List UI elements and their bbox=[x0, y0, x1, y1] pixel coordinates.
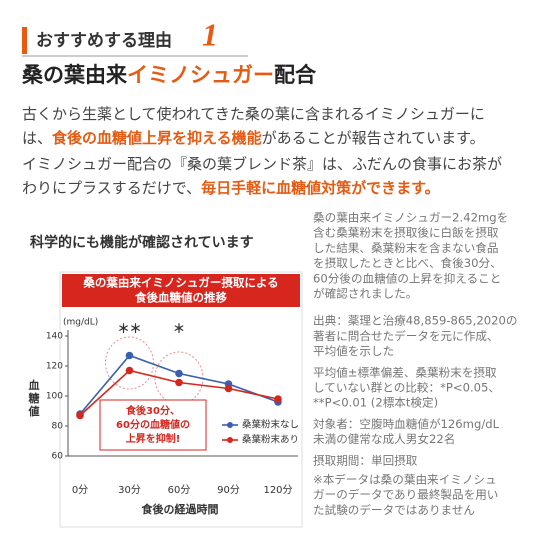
heading-part: イミノシュガー bbox=[127, 63, 274, 87]
x-tick-label: 120分 bbox=[263, 484, 292, 496]
body-text: 古くから生薬として使われてきた桑の葉に含まれるイミノシュガーに bbox=[22, 105, 485, 123]
note-line: ガーのデータであり最終製品を用い bbox=[313, 488, 498, 502]
note-line: 摂取期間：単回摂取 bbox=[313, 453, 418, 467]
callout-box bbox=[99, 399, 207, 451]
chart-title: 食後血糖値の推移 bbox=[135, 291, 227, 305]
y-tick-label: 80 bbox=[52, 422, 64, 432]
chart-title-bg bbox=[62, 274, 300, 307]
subheading: 科学的にも機能が確認されています bbox=[30, 234, 254, 251]
y-tick-label: 120 bbox=[46, 362, 63, 372]
body-text: イミノシュガー配合の『桑の葉ブレンド茶』は、ふだんの食事にお茶が bbox=[22, 155, 502, 173]
note-line: した結果、桑葉粉末を含まない食品 bbox=[313, 241, 499, 255]
data-point bbox=[175, 378, 183, 387]
y-axis-label: 糖 bbox=[29, 391, 40, 405]
body-text: は、 bbox=[22, 129, 52, 147]
highlight-circle bbox=[105, 336, 154, 390]
note-line: ※本データは桑の葉由来イミノシュ bbox=[313, 473, 497, 487]
header-bar bbox=[22, 27, 27, 54]
legend-marker bbox=[227, 422, 233, 428]
note-line: 未満の健常な成人男女22名 bbox=[313, 432, 455, 446]
note-line: 平均値±標準偏差、桑葉粉末を摂取 bbox=[313, 365, 497, 379]
note-line: 含む桑葉粉末を摂取後に白飯を摂取 bbox=[313, 226, 499, 240]
callout-text: 60分の血糖値の bbox=[116, 418, 190, 431]
x-tick-label: 30分 bbox=[118, 484, 141, 496]
significance-mark: ＊ bbox=[173, 322, 185, 336]
data-point bbox=[274, 395, 282, 403]
chart-frame bbox=[59, 271, 303, 528]
callout-text: 上昇を抑制! bbox=[126, 432, 181, 445]
body-text: があることが報告されています。 bbox=[262, 129, 485, 147]
paragraph-line: わりにプラスするだけで、毎日手軽に血糖値対策ができます。 bbox=[22, 179, 440, 197]
chart-title: 桑の葉由来イミノシュガー摂取による bbox=[82, 276, 278, 290]
significance-mark: ＊＊ bbox=[117, 322, 141, 336]
heading-part: 配合 bbox=[274, 63, 317, 87]
y-axis-label: 値 bbox=[28, 404, 40, 418]
note-line: を摂取したときと比べ、食後30分、 bbox=[313, 256, 502, 270]
note-line: していない群との比較：*P<0.05、 bbox=[313, 381, 500, 395]
y-tick-label: 140 bbox=[46, 332, 63, 342]
heading-part: 桑の葉由来 bbox=[22, 63, 128, 87]
highlight-text: 食後の血糖値上昇を抑える機能 bbox=[52, 129, 262, 147]
legend-label: 桑葉粉末あり bbox=[242, 434, 299, 446]
legend-marker bbox=[227, 437, 233, 443]
paragraph-line: 古くから生薬として使われてきた桑の葉に含まれるイミノシュガーに bbox=[22, 105, 485, 123]
note-line: 60分後の血糖値の上昇を抑えること bbox=[313, 271, 501, 285]
note-line: 出典：薬理と治療48,859-865,2020の bbox=[313, 314, 517, 328]
paragraph-line: イミノシュガー配合の『桑の葉ブレンド茶』は、ふだんの食事にお茶が bbox=[22, 155, 502, 173]
note-line: 桑の葉由来イミノシュガー2.42mgを bbox=[313, 211, 508, 225]
data-point bbox=[224, 384, 233, 393]
x-axis-label: 食後の経過時間 bbox=[142, 502, 219, 516]
y-tick-label: 60 bbox=[52, 452, 64, 462]
data-point bbox=[76, 411, 84, 420]
paragraph-line: は、食後の血糖値上昇を抑える機能があることが報告されています。 bbox=[22, 129, 485, 147]
callout-text: 食後30分、 bbox=[125, 404, 180, 417]
note-line: た試験のデータではありません bbox=[313, 503, 475, 517]
y-tick-label: 100 bbox=[46, 392, 63, 402]
x-tick-label: 60分 bbox=[168, 484, 191, 496]
y-unit: (mg/dL) bbox=[63, 318, 98, 328]
x-tick-label: 0分 bbox=[72, 484, 88, 496]
data-point bbox=[125, 351, 134, 360]
body-text: わりにプラスするだけで、 bbox=[22, 179, 201, 197]
note-line: 対象者：空腹時血糖値が126mg/dL bbox=[313, 417, 500, 431]
note-line: 平均値を示した bbox=[313, 344, 394, 358]
note-line: が確認されました。 bbox=[313, 287, 417, 301]
header-number: 1 bbox=[202, 16, 218, 52]
data-point bbox=[175, 369, 183, 378]
y-axis-label: 血 bbox=[29, 378, 40, 392]
x-tick-label: 90分 bbox=[217, 484, 240, 496]
header-title: おすすめする理由 bbox=[36, 30, 172, 51]
legend-label: 桑葉粉末なし bbox=[242, 419, 299, 431]
heading: 桑の葉由来イミノシュガー配合 bbox=[22, 63, 317, 87]
note-line: 著者に問合せたデータを元に作成、 bbox=[313, 329, 499, 343]
note-line: **P<0.01 (2標本t検定) bbox=[313, 396, 438, 410]
data-point bbox=[125, 366, 134, 375]
highlight-text: 毎日手軽に血糖値対策ができます。 bbox=[201, 179, 440, 197]
